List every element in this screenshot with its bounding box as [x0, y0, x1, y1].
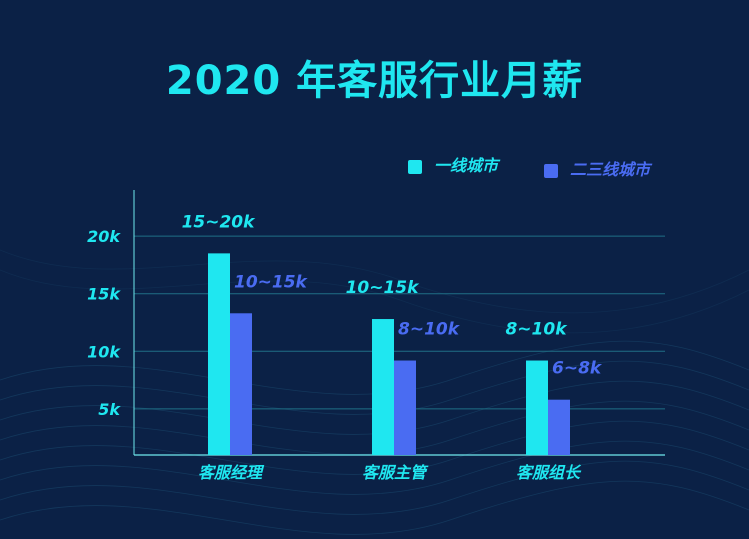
x-tick-label: 客服主管: [362, 463, 429, 482]
legend-item-series-0: 一线城市: [408, 152, 498, 176]
data-label: 10~15k: [346, 278, 421, 298]
chart-title: 2020 年客服行业月薪: [165, 58, 584, 104]
data-label: 8~10k: [398, 320, 461, 340]
bar-series-0: [526, 360, 548, 455]
data-label: 6~8k: [552, 359, 603, 379]
legend-label-series-0: 一线城市: [434, 156, 499, 175]
bar-series-0: [208, 253, 230, 455]
bar-series-1: [230, 313, 252, 455]
data-label: 8~10k: [505, 320, 568, 340]
legend-item-series-1: 二三线城市: [544, 156, 650, 180]
x-tick-label: 客服经理: [198, 463, 265, 482]
legend-swatch-series-0: [408, 159, 422, 174]
x-tick-label: 客服组长: [516, 463, 582, 482]
y-tick-label: 15k: [87, 285, 121, 304]
bar-series-0: [372, 319, 394, 455]
legend-swatch-series-1: [544, 163, 558, 178]
y-tick-label: 20k: [87, 227, 121, 246]
legend-label-series-1: 二三线城市: [570, 160, 651, 179]
bar-series-1: [394, 360, 416, 455]
bar-series-1: [548, 399, 570, 455]
y-tick-label: 5k: [98, 400, 121, 419]
data-label: 10~15k: [234, 272, 309, 292]
data-label: 15~20k: [182, 212, 257, 232]
y-tick-label: 10k: [87, 342, 121, 361]
